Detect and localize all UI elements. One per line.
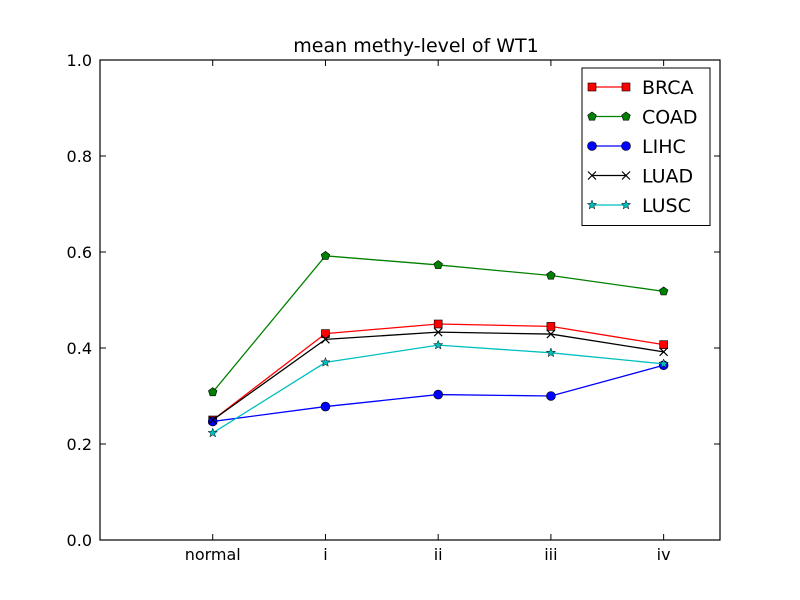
y-tick-label: 1.0 [67, 51, 92, 70]
data-point [433, 319, 443, 329]
data-point [659, 340, 668, 349]
legend-label: LUSC [642, 195, 691, 217]
legend-marker [621, 111, 631, 121]
data-point [208, 415, 218, 425]
data-point [433, 260, 443, 269]
series-lusc [207, 339, 669, 438]
legend-marker [587, 82, 597, 92]
y-tick-label: 0.0 [67, 531, 92, 550]
data-point [320, 356, 331, 367]
chart-title: mean methy-level of WT1 [293, 35, 538, 57]
data-point [546, 391, 556, 401]
data-point [658, 358, 669, 369]
legend-marker [620, 199, 632, 210]
legend-entry-coad: COAD [587, 107, 698, 129]
data-point [432, 339, 444, 350]
legend: BRCA COAD LIHC LUAD LUSC [581, 67, 711, 226]
y-tick-label: 0.8 [67, 147, 92, 166]
legend-label: LIHC [642, 136, 686, 158]
legend-marker [621, 82, 631, 92]
legend-entry-lusc: LUSC [586, 195, 691, 217]
data-point [320, 401, 331, 412]
y-tick-label: 0.6 [67, 243, 92, 262]
plot-frame [99, 59, 721, 541]
legend-entry-brca: BRCA [587, 77, 694, 99]
x-tick-label: normal [185, 545, 241, 564]
data-point [433, 389, 443, 400]
data-point [208, 387, 218, 397]
legend-label: BRCA [642, 77, 694, 99]
data-point [321, 329, 330, 338]
x-tick-label: i [323, 545, 327, 564]
legend-entry-lihc: LIHC [587, 136, 686, 158]
data-point [546, 329, 556, 339]
x-tick-label: iii [544, 545, 557, 564]
legend-marker [586, 199, 598, 210]
data-point [546, 270, 556, 280]
legend-box [581, 67, 711, 226]
y-tick-label: 0.4 [67, 339, 92, 358]
y-tick-label: 0.2 [67, 435, 92, 454]
data-point [320, 250, 331, 260]
x-tick-label: ii [434, 545, 443, 564]
series-luad [208, 327, 669, 425]
x-tick-label: iv [657, 545, 671, 564]
data-point [321, 334, 330, 344]
legend-entry-luad: LUAD [587, 166, 693, 188]
data-point [659, 286, 669, 296]
legend-marker [621, 171, 631, 180]
legend-marker [587, 111, 597, 121]
legend-marker [587, 141, 597, 151]
legend-marker [587, 171, 597, 180]
data-point [433, 327, 443, 337]
series-coad [208, 250, 669, 397]
data-point [659, 347, 669, 357]
legend-marker [621, 141, 631, 151]
data-point [546, 322, 556, 331]
data-point [207, 427, 218, 438]
data-point [545, 347, 557, 358]
legend-label: LUAD [642, 166, 693, 188]
legend-label: COAD [642, 107, 698, 129]
